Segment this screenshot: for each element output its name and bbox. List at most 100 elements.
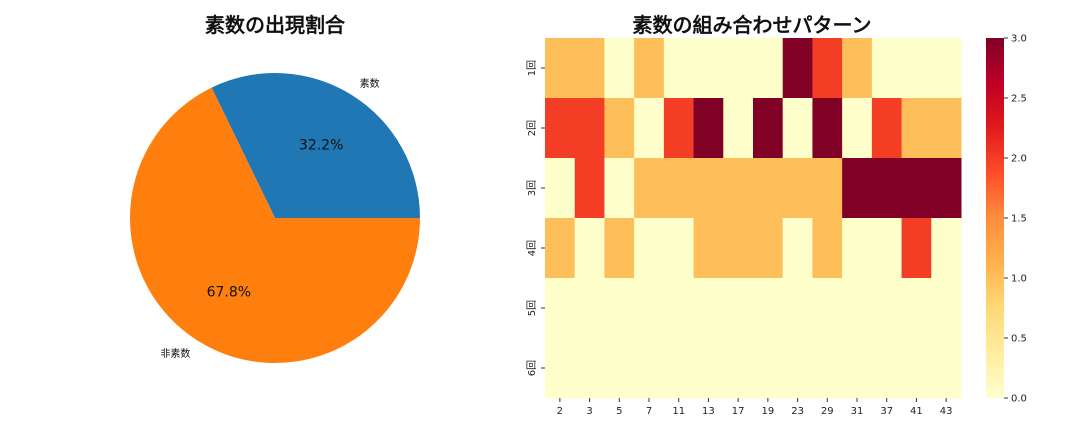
heatmap-cell [693, 218, 724, 279]
heatmap-title: 素数の組み合わせパターン [633, 13, 872, 37]
heatmap-cell [604, 218, 635, 279]
heatmap-cell [842, 98, 873, 159]
heatmap-cell [753, 338, 784, 399]
heatmap-cell [782, 158, 813, 219]
heatmap-cell [812, 38, 843, 99]
pie-chart: 32.2% 素数 67.8% 非素数 [129, 73, 420, 363]
x-tick-label: 11 [672, 406, 685, 417]
heatmap-cell [604, 38, 635, 99]
heatmap-cell [574, 158, 605, 219]
heatmap-cell [871, 158, 903, 219]
heatmap-cell [782, 278, 813, 339]
heatmap-cell [931, 218, 962, 279]
heatmap-cell [723, 338, 754, 399]
heatmap-cell [842, 278, 873, 339]
heatmap-cell [782, 218, 813, 279]
heatmap-cell [753, 98, 784, 159]
colorbar-tick-label: 0.0 [1011, 394, 1027, 405]
heatmap-cell [753, 38, 784, 99]
pie-title: 素数の出現割合 [205, 13, 346, 37]
colorbar-tick-label: 3.0 [1011, 34, 1027, 45]
heatmap-cell [931, 98, 962, 159]
y-tick-label: 1回 [526, 60, 538, 76]
heatmap-cell [842, 158, 873, 219]
heatmap-cell [901, 98, 932, 159]
heatmap-cell [663, 218, 695, 279]
heatmap-cell [545, 38, 576, 99]
y-tick-label: 6回 [526, 360, 538, 376]
x-tick-label: 31 [851, 406, 864, 417]
heatmap-cell [782, 38, 813, 99]
y-tick-label: 5回 [526, 300, 538, 316]
x-tick-label: 29 [821, 406, 834, 417]
heatmap-cell [931, 338, 962, 399]
y-tick-label: 2回 [526, 120, 538, 136]
x-tick-label: 23 [791, 406, 804, 417]
pie-category-label-1: 素数 [360, 77, 380, 90]
x-tick-label: 3 [586, 406, 592, 417]
x-tick-label: 13 [702, 406, 715, 417]
heatmap-cell [634, 218, 665, 279]
pie-percent-label-1: 32.2% [299, 137, 343, 153]
x-tick-label: 7 [646, 406, 652, 417]
colorbar-tick-label: 1.5 [1011, 214, 1027, 225]
heatmap-cell [931, 158, 962, 219]
heatmap-cell [931, 278, 962, 339]
x-tick-label: 2 [557, 406, 563, 417]
x-tick-label: 37 [880, 406, 893, 417]
x-tick-label: 43 [940, 406, 953, 417]
heatmap-cell [634, 98, 665, 159]
colorbar-tick-label: 1.0 [1011, 274, 1027, 285]
heatmap-cell [842, 218, 873, 279]
heatmap-cell [574, 98, 605, 159]
colorbar-gradient [986, 38, 1004, 398]
heatmap-cell [812, 278, 843, 339]
heatmap-cell [663, 338, 695, 399]
heatmap-cell [842, 338, 873, 399]
heatmap-cell [842, 38, 873, 99]
heatmap-cell [871, 338, 903, 399]
heatmap-cell [545, 158, 576, 219]
heatmap-cell [545, 98, 576, 159]
colorbar-tick-label: 2.0 [1011, 154, 1027, 165]
heatmap-cell [871, 38, 903, 99]
pie-slice-1 [211, 73, 420, 218]
heatmap-cell [901, 278, 932, 339]
heatmap-cell [871, 98, 903, 159]
heatmap-cell [782, 338, 813, 399]
heatmap-cell [901, 218, 932, 279]
heatmap-cell [782, 98, 813, 159]
heatmap-cell [663, 38, 695, 99]
heatmap-cell [574, 218, 605, 279]
colorbar-tick-label: 0.5 [1011, 334, 1027, 345]
heatmap-cell [545, 218, 576, 279]
heatmap-cell [693, 278, 724, 339]
heatmap-cell [812, 98, 843, 159]
heatmap-cell [723, 218, 754, 279]
heatmap-cell [663, 158, 695, 219]
heatmap-cell [931, 38, 962, 99]
heatmap-cell [634, 338, 665, 399]
heatmap-cell [871, 278, 903, 339]
heatmap-cell [871, 218, 903, 279]
heatmap-cell [812, 218, 843, 279]
heatmap-cell [663, 98, 695, 159]
heatmap-cell [634, 158, 665, 219]
heatmap-cell [545, 338, 576, 399]
heatmap-cell [723, 98, 754, 159]
y-tick-label: 4回 [526, 240, 538, 256]
y-tick-label: 3回 [526, 180, 538, 196]
heatmap-cell [574, 38, 605, 99]
pie-percent-label-2: 67.8% [207, 285, 251, 301]
heatmap-cell [901, 158, 932, 219]
heatmap-cell [604, 278, 635, 339]
heatmap-cell [634, 38, 665, 99]
heatmap-cell [723, 278, 754, 339]
heatmap-cell [574, 338, 605, 399]
heatmap-cell [693, 38, 724, 99]
heatmap-cell [901, 38, 932, 99]
heatmap-cell [753, 158, 784, 219]
